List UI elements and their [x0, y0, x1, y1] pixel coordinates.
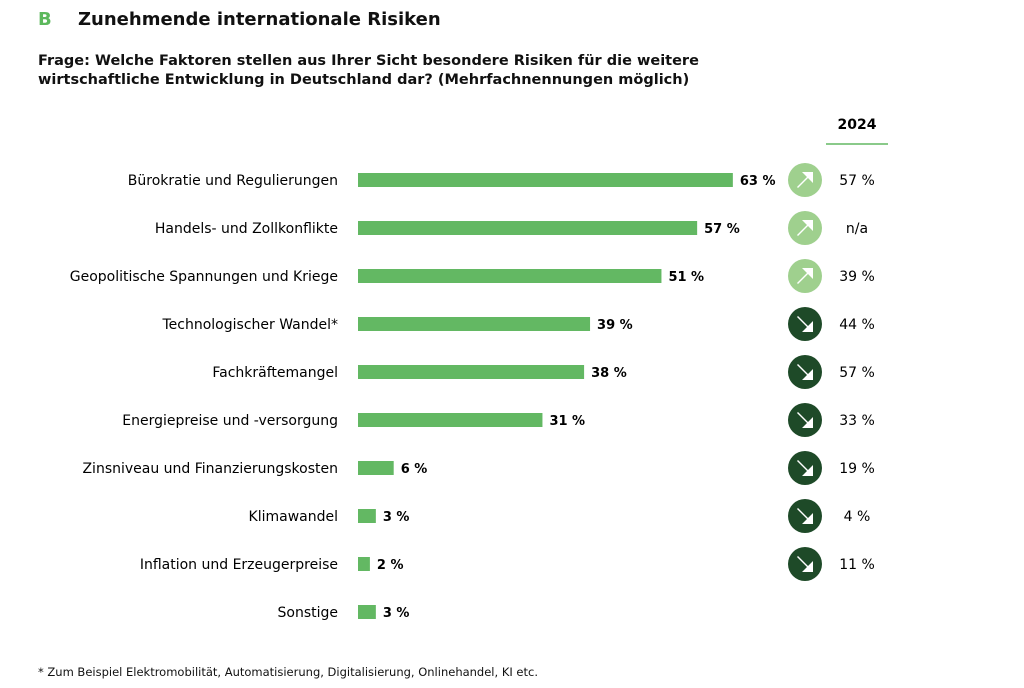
category-label: Fachkräftemangel [212, 365, 338, 381]
bar [358, 365, 585, 379]
category-label: Geopolitische Spannungen und Kriege [70, 269, 338, 285]
bar [358, 557, 370, 571]
arrow-up-icon [797, 220, 813, 236]
category-label: Technologischer Wandel* [162, 317, 339, 333]
bar-value-label: 6 % [401, 462, 428, 477]
bar-value-label: 57 % [704, 222, 740, 237]
bar [358, 269, 662, 283]
value-2024: 57 % [839, 365, 875, 381]
bar-value-label: 51 % [668, 270, 704, 285]
category-label: Zinsniveau und Finanzierungskosten [82, 461, 338, 477]
value-2024: 19 % [839, 461, 875, 477]
question-text: Frage: Welche Faktoren stellen aus Ihrer… [38, 53, 699, 88]
section-letter: B [38, 9, 52, 30]
bar-value-label: 3 % [383, 606, 410, 621]
bar [358, 317, 591, 331]
bar [358, 509, 376, 523]
arrow-down-icon [797, 460, 813, 476]
bar [358, 461, 394, 475]
value-2024: 33 % [839, 413, 875, 429]
comparison-header: 2024 [838, 117, 877, 133]
bar [358, 173, 733, 187]
category-label: Sonstige [278, 605, 339, 621]
category-label: Energiepreise und -versorgung [122, 413, 338, 429]
category-label: Inflation und Erzeugerpreise [140, 557, 338, 573]
bar [358, 605, 376, 619]
category-label: Handels- und Zollkonflikte [155, 221, 338, 237]
bar-value-label: 38 % [591, 366, 627, 381]
bar-value-label: 63 % [740, 174, 776, 189]
footnote: * Zum Beispiel Elektromobilität, Automat… [38, 665, 538, 679]
value-2024: 4 % [844, 509, 871, 525]
category-label: Klimawandel [249, 509, 338, 525]
value-2024: n/a [846, 221, 868, 237]
value-2024: 11 % [839, 557, 875, 573]
bar-value-label: 31 % [549, 414, 585, 429]
value-2024: 44 % [839, 317, 875, 333]
bar [358, 221, 698, 235]
chart-title: Zunehmende internationale Risiken [78, 9, 441, 30]
category-label: Bürokratie und Regulierungen [128, 173, 338, 189]
bar-value-label: 39 % [597, 318, 633, 333]
arrow-up-icon [797, 172, 813, 188]
arrow-down-icon [797, 364, 813, 380]
bar-value-label: 3 % [383, 510, 410, 525]
value-2024: 57 % [839, 173, 875, 189]
arrow-down-icon [797, 556, 813, 572]
arrow-down-icon [797, 412, 813, 428]
arrow-up-icon [797, 268, 813, 284]
arrow-down-icon [797, 316, 813, 332]
bar [358, 413, 543, 427]
bar-value-label: 2 % [377, 558, 404, 573]
arrow-down-icon [797, 508, 813, 524]
value-2024: 39 % [839, 269, 875, 285]
